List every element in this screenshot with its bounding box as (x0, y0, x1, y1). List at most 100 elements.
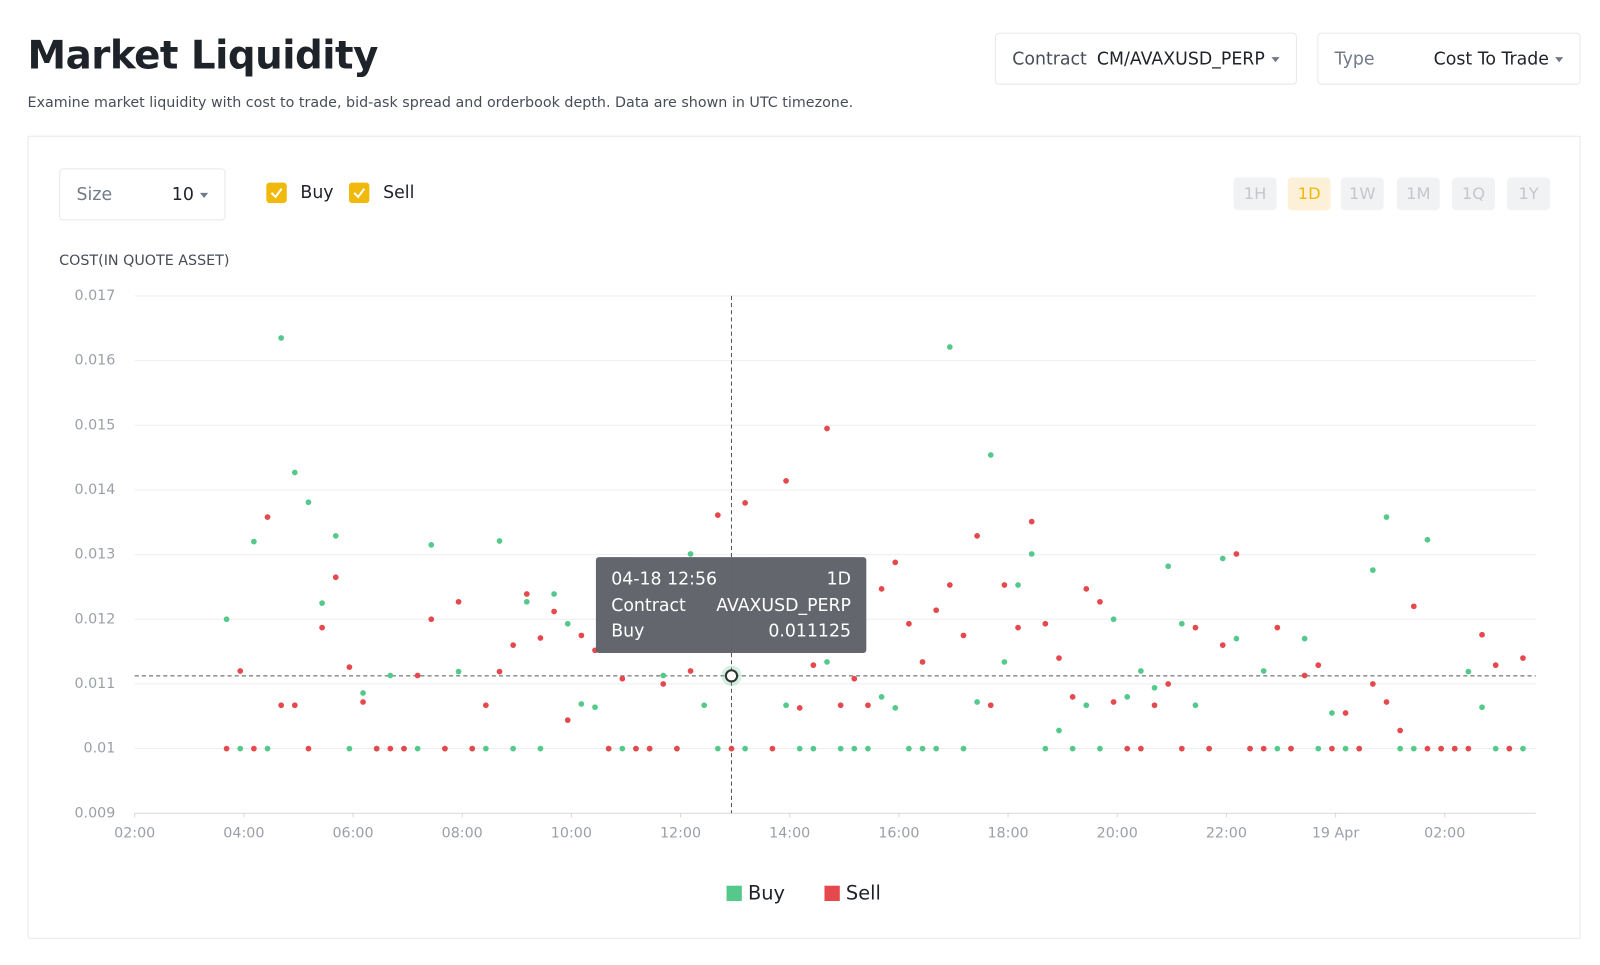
point (1233, 635, 1240, 642)
period-button[interactable]: 1W (1340, 177, 1384, 211)
period-button[interactable]: 1Q (1452, 177, 1495, 211)
point (564, 717, 571, 723)
point (878, 693, 885, 700)
legend-label: Sell (846, 881, 881, 904)
size-select[interactable]: Size 10 (59, 168, 226, 221)
tooltip-text: Buy (611, 622, 644, 642)
point (851, 745, 858, 752)
point (742, 745, 748, 752)
point (1479, 704, 1485, 711)
point (1069, 745, 1076, 752)
type-select[interactable]: Type Cost To Trade (1317, 32, 1581, 85)
point (933, 745, 940, 752)
point (428, 616, 435, 623)
point (482, 702, 489, 709)
tooltip-text: 1D (827, 570, 851, 590)
legend-swatch (726, 885, 742, 902)
tooltip-text: AVAXUSD_PERP (716, 596, 851, 616)
point (291, 702, 298, 709)
contract-select[interactable]: Contract CM/AVAXUSD_PERP (994, 32, 1297, 85)
point (1042, 620, 1049, 627)
point (1015, 582, 1021, 588)
x-tick-label: 14:00 (769, 826, 810, 842)
type-text: Cost To Trade (1433, 48, 1549, 70)
point (687, 551, 694, 557)
point (1370, 681, 1376, 687)
period-button[interactable]: 1Y (1507, 177, 1550, 211)
legend-swatch (824, 885, 840, 902)
point (1451, 745, 1458, 752)
point (1410, 745, 1417, 752)
point (1492, 745, 1499, 752)
type-value: Cost To Trade (1434, 49, 1564, 69)
point (865, 702, 871, 709)
point (1056, 727, 1062, 734)
point (401, 745, 407, 752)
period-button[interactable]: 1D (1287, 177, 1331, 211)
buy-checkbox[interactable]: Buy (266, 182, 334, 204)
point (482, 745, 489, 752)
tooltip-text: Contract (611, 596, 686, 616)
point (278, 335, 285, 341)
point (1124, 693, 1131, 700)
point (810, 745, 817, 752)
point (837, 745, 844, 752)
size-label: Size (76, 184, 113, 206)
point (455, 668, 462, 675)
point (496, 538, 503, 544)
x-tick-label: 02:00 (114, 826, 155, 842)
point (1301, 672, 1308, 679)
point (414, 745, 421, 752)
point (906, 620, 912, 627)
y-tick-label: 0.01 (84, 741, 116, 757)
x-tick-label: 16:00 (878, 826, 919, 842)
point (892, 559, 899, 566)
point (523, 598, 530, 605)
point (851, 675, 858, 682)
point (319, 624, 325, 631)
point (1097, 598, 1103, 605)
point (1397, 727, 1404, 734)
contract-text: CM/AVAXUSD_PERP (1096, 48, 1265, 70)
point (1151, 702, 1158, 709)
point (1424, 536, 1431, 543)
point (1424, 745, 1431, 752)
point (742, 499, 748, 506)
point (592, 704, 598, 711)
point (1083, 702, 1090, 709)
point (1479, 631, 1485, 638)
point (987, 702, 994, 709)
y-tick-label: 0.014 (74, 482, 115, 498)
point (660, 672, 667, 679)
point (1315, 662, 1322, 669)
point (865, 745, 871, 752)
point (564, 620, 571, 627)
period-button[interactable]: 1H (1233, 177, 1277, 211)
tooltip-text: 04-18 12:56 (611, 570, 717, 590)
point (551, 608, 557, 615)
point (346, 745, 353, 752)
point (728, 745, 735, 752)
point (619, 745, 626, 752)
point (1465, 668, 1472, 675)
buy-checkbox-label: Buy (300, 182, 334, 204)
point (523, 591, 530, 597)
point (946, 344, 953, 350)
contract-value: CM/AVAXUSD_PERP (1096, 48, 1280, 70)
point (769, 745, 776, 752)
y-axis-label: COST(IN QUOTE ASSET) (59, 253, 229, 269)
period-button[interactable]: 1M (1396, 177, 1440, 211)
point (878, 586, 885, 592)
point (1219, 642, 1226, 648)
point (1329, 745, 1335, 752)
point (1274, 745, 1281, 752)
point (919, 745, 926, 752)
caret (1555, 56, 1564, 62)
point (783, 702, 789, 709)
point (455, 598, 462, 605)
sell-checkbox[interactable]: Sell (348, 182, 414, 204)
point (237, 668, 244, 674)
point (646, 745, 653, 752)
point (1151, 684, 1158, 691)
